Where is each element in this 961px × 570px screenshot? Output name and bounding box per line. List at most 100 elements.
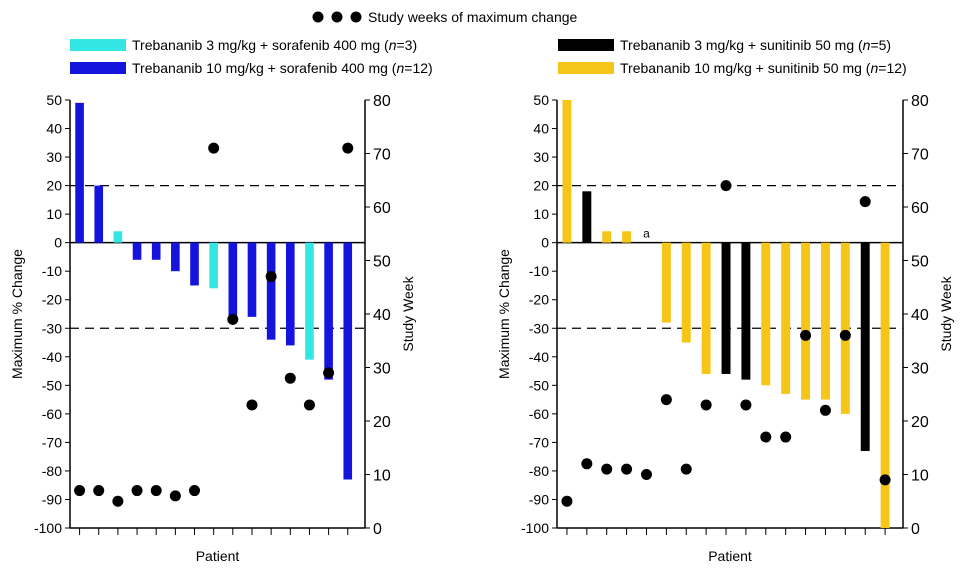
y-tick-label: 40	[533, 121, 549, 137]
y-tick-label: -70	[529, 434, 549, 450]
waterfall-bar	[761, 242, 771, 386]
y-tick-label: 0	[541, 235, 549, 251]
waterfall-bar	[701, 242, 711, 374]
y-tick-label: -10	[42, 263, 62, 279]
y2-tick-label: 60	[911, 200, 929, 217]
study-week-dot	[621, 463, 633, 475]
y-axis-title: Maximum % Change	[9, 249, 25, 379]
y-tick-label: -10	[529, 263, 549, 279]
study-week-dot	[819, 404, 831, 416]
waterfall-bar	[324, 242, 333, 380]
legend-swatch-sorafenib-3	[70, 39, 126, 51]
study-week-dot	[189, 485, 201, 497]
y-tick-label: -20	[42, 292, 62, 308]
waterfall-bar	[113, 231, 123, 243]
bar-annotation: a	[643, 227, 650, 241]
y-tick-label: -100	[34, 520, 62, 536]
study-week-dot	[700, 399, 712, 411]
y2-tick-label: 80	[373, 93, 391, 110]
y2-axis-title: Study Week	[938, 275, 954, 351]
waterfall-bar	[190, 242, 199, 286]
y-tick-label: -80	[42, 463, 62, 479]
waterfall-bar	[94, 185, 104, 243]
y2-tick-label: 50	[911, 254, 929, 271]
study-week-dot	[660, 394, 672, 406]
study-week-dot	[561, 495, 573, 507]
waterfall-bar	[285, 242, 295, 346]
y2-tick-label: 20	[911, 414, 929, 431]
study-week-dot	[581, 458, 593, 470]
y-tick-label: 40	[46, 121, 62, 137]
y2-tick-label: 50	[373, 254, 391, 271]
legend-swatch-sorafenib-10	[70, 62, 126, 74]
y-tick-label: 50	[533, 92, 549, 108]
study-week-dot	[859, 196, 871, 208]
study-week-dot	[169, 490, 181, 502]
study-week-dot	[131, 485, 143, 497]
waterfall-bar	[343, 242, 353, 480]
y-tick-label: -30	[42, 320, 62, 336]
waterfall-bar	[721, 242, 731, 374]
y2-tick-label: 10	[373, 468, 391, 485]
waterfall-bar	[880, 242, 890, 528]
study-week-dot	[601, 463, 613, 475]
waterfall-bar	[622, 231, 632, 243]
y2-tick-label: 70	[373, 147, 391, 164]
waterfall-bar	[681, 242, 691, 343]
waterfall-bar	[562, 100, 572, 243]
y-tick-label: 0	[54, 235, 62, 251]
legend-dot-marker	[331, 11, 343, 23]
waterfall-bar	[305, 242, 314, 360]
waterfall-bar	[132, 242, 142, 260]
top-legend: Study weeks of maximum change	[312, 9, 578, 25]
y-tick-label: -40	[42, 349, 62, 365]
legend-dot-label: Study weeks of maximum change	[368, 9, 578, 25]
y2-tick-label: 0	[911, 521, 920, 538]
y2-tick-label: 70	[911, 147, 929, 164]
study-week-dot	[265, 271, 277, 283]
legend-swatch-sunitinib-3	[558, 39, 614, 51]
legend-dot-marker	[350, 11, 362, 23]
study-week-dot	[74, 485, 86, 497]
y-tick-label: -20	[529, 292, 549, 308]
y-tick-label: -60	[42, 406, 62, 422]
study-week-dot	[760, 431, 772, 443]
study-week-dot	[800, 329, 812, 341]
study-week-dot	[879, 474, 891, 486]
left-legend: Trebananib 3 mg/kg + sorafenib 400 mg (n…	[70, 37, 433, 76]
legend-label-sorafenib-3: Trebananib 3 mg/kg + sorafenib 400 mg (n…	[132, 37, 417, 53]
study-week-dot	[303, 399, 315, 411]
study-week-dot	[93, 485, 105, 497]
y-tick-label: 20	[46, 178, 62, 194]
study-week-dot	[246, 399, 258, 411]
study-week-dot	[284, 372, 296, 384]
study-week-dot	[150, 485, 162, 497]
waterfall-bar	[741, 242, 751, 380]
y2-axis-title: Study Week	[400, 275, 416, 351]
waterfall-bar	[781, 242, 791, 394]
y-tick-label: 30	[46, 149, 62, 165]
y-tick-label: 10	[46, 206, 62, 222]
y-tick-label: 10	[533, 206, 549, 222]
x-axis-title: Patient	[196, 548, 240, 564]
y2-tick-label: 10	[911, 468, 929, 485]
waterfall-bar	[602, 231, 612, 243]
y-tick-label: -80	[529, 463, 549, 479]
y-tick-label: -60	[529, 406, 549, 422]
y-tick-label: -40	[529, 349, 549, 365]
y2-tick-label: 40	[911, 307, 929, 324]
study-week-dot	[720, 180, 732, 192]
waterfall-bar	[820, 242, 830, 400]
y2-tick-label: 80	[911, 93, 929, 110]
waterfall-bar	[75, 102, 84, 243]
study-week-dot	[839, 329, 851, 341]
waterfall-bar	[661, 242, 671, 323]
y-tick-label: 30	[533, 149, 549, 165]
study-week-dot	[342, 142, 354, 154]
left-waterfall-chart: 50 40 30 20 10 0 -10 -20 -30 -40 -50 -60 -70 -80 -90 -1…	[9, 92, 416, 564]
study-week-dot	[208, 142, 220, 154]
waterfall-bar	[151, 242, 161, 260]
y-tick-label: -50	[42, 377, 62, 393]
study-week-dot	[640, 469, 652, 480]
